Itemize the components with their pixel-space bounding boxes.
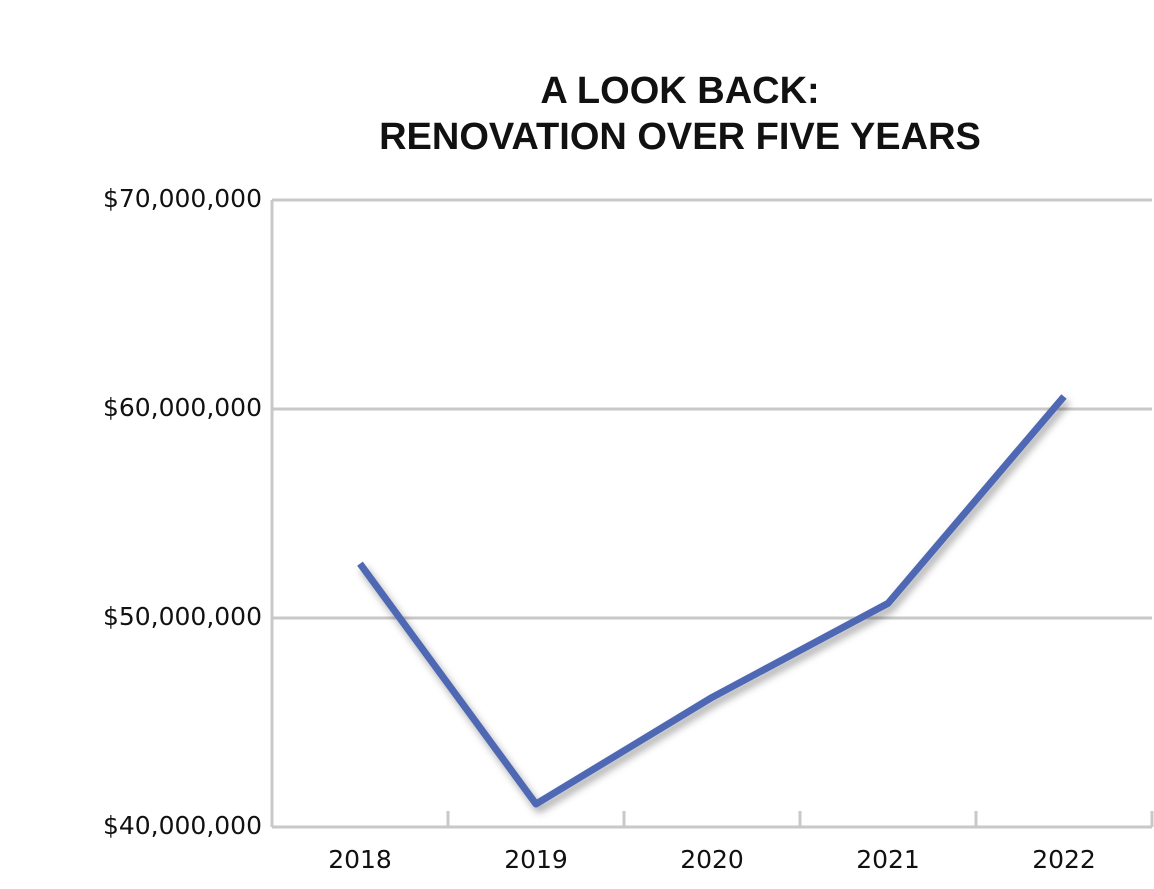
y-tick-label: $70,000,000 bbox=[103, 184, 262, 213]
x-tick-label: 2020 bbox=[680, 845, 744, 874]
y-tick-label: $60,000,000 bbox=[103, 393, 262, 422]
x-tick-label: 2019 bbox=[504, 845, 568, 874]
x-tick-label: 2018 bbox=[328, 845, 392, 874]
y-tick-label: $50,000,000 bbox=[103, 602, 262, 631]
chart-title: RENOVATION OVER FIVE YEARS bbox=[379, 116, 981, 158]
chart-title: A LOOK BACK: bbox=[540, 70, 819, 112]
data-line bbox=[357, 394, 1067, 808]
y-tick-label: $40,000,000 bbox=[103, 811, 262, 840]
x-tick-label: 2021 bbox=[856, 845, 920, 874]
x-tick-label: 2022 bbox=[1032, 845, 1096, 874]
